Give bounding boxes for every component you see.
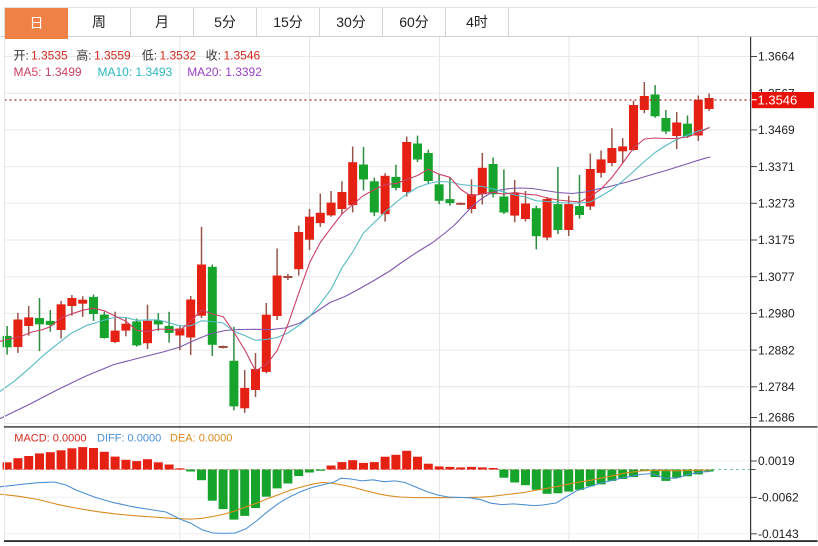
- svg-text:-0.0143: -0.0143: [758, 527, 799, 541]
- svg-text:1.2686: 1.2686: [758, 411, 795, 425]
- svg-text:高:: 高:: [76, 48, 91, 63]
- svg-text:1.2784: 1.2784: [758, 380, 795, 394]
- svg-text:0.0019: 0.0019: [758, 454, 795, 468]
- svg-text:DEA: 0.0000: DEA: 0.0000: [170, 432, 232, 444]
- svg-text:1.3371: 1.3371: [758, 160, 795, 174]
- svg-text:MA5: 1.3499: MA5: 1.3499: [14, 65, 82, 79]
- svg-text:低:: 低:: [142, 49, 157, 63]
- svg-text:1.3546: 1.3546: [224, 49, 261, 63]
- svg-text:1.3559: 1.3559: [94, 49, 131, 63]
- svg-text:1.3546: 1.3546: [758, 93, 798, 108]
- svg-text:1.3077: 1.3077: [758, 270, 795, 284]
- svg-text:1.3273: 1.3273: [758, 197, 795, 211]
- svg-text:MA20: 1.3392: MA20: 1.3392: [187, 65, 262, 79]
- svg-text:MACD: 0.0000: MACD: 0.0000: [14, 432, 86, 444]
- svg-text:1.2980: 1.2980: [758, 307, 795, 321]
- svg-text:收:: 收:: [206, 49, 221, 63]
- svg-text:1.3535: 1.3535: [31, 49, 68, 63]
- svg-text:MA10: 1.3493: MA10: 1.3493: [98, 65, 173, 79]
- svg-text:-0.0062: -0.0062: [758, 491, 799, 505]
- svg-text:DIFF: 0.0000: DIFF: 0.0000: [97, 432, 161, 444]
- svg-text:1.3664: 1.3664: [758, 50, 795, 64]
- svg-text:1.3175: 1.3175: [758, 233, 795, 247]
- svg-text:1.3469: 1.3469: [758, 123, 795, 137]
- svg-text:1.3532: 1.3532: [160, 49, 197, 63]
- svg-text:开:: 开:: [14, 49, 29, 63]
- svg-text:1.2882: 1.2882: [758, 343, 795, 357]
